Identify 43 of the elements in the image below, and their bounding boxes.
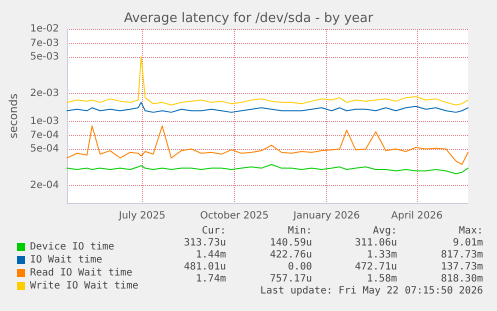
chart-title: Average latency for /dev/sda - by year — [124, 11, 374, 26]
text: 140.59u — [270, 238, 312, 248]
text: 817.73m — [440, 250, 483, 260]
text: 422.76u — [270, 250, 312, 260]
y-tick-label: 7e-03 — [30, 38, 59, 49]
y-tick-label: 2e-03 — [30, 88, 59, 99]
y-tick-label: 7e-04 — [30, 130, 59, 142]
y-tick-label: 5e-04 — [30, 144, 59, 155]
text: Avg: — [372, 226, 397, 236]
line-series — [66, 164, 468, 174]
y-tick-label: 5e-03 — [30, 51, 59, 62]
text: Cur: — [202, 226, 226, 236]
text: 137.73m — [440, 262, 483, 272]
y-tick-label: 1e-03 — [30, 116, 59, 127]
x-tick-label: January 2026 — [292, 210, 360, 222]
text: 9.01m — [452, 238, 483, 248]
text: 818.30m — [440, 274, 483, 284]
x-tick-label: July 2025 — [118, 210, 166, 222]
text: 313.73u — [184, 238, 226, 248]
text: 472.71u — [354, 262, 397, 272]
text: 311.06u — [354, 238, 397, 248]
text: 1.58m — [366, 274, 397, 284]
legend-label: Write IO Wait time — [30, 280, 138, 292]
line-series — [66, 102, 468, 113]
legend-label: IO Wait time — [30, 254, 102, 266]
text: Max: — [458, 226, 483, 236]
line-series — [66, 125, 468, 165]
text: Last update: Fri May 22 07:15:50 2026 — [260, 286, 483, 296]
legend-label: Device IO time — [30, 242, 114, 252]
text: 0.00 — [288, 262, 312, 272]
text: 1.74m — [196, 274, 226, 284]
y-tick-label: 2e-04 — [30, 180, 59, 192]
legend-label: Read IO Wait time — [30, 268, 132, 278]
x-tick-label: April 2026 — [391, 210, 443, 222]
line-series — [66, 56, 468, 106]
text: Min: — [288, 226, 312, 236]
y-tick-label: 1e-02 — [30, 24, 59, 34]
text: 1.44m — [196, 250, 226, 260]
x-tick-label: October 2025 — [200, 210, 269, 222]
text: 757.17u — [270, 274, 312, 284]
text: 481.01u — [184, 262, 226, 272]
y-axis-title: seconds — [7, 93, 20, 138]
text: 1.33m — [366, 250, 397, 260]
